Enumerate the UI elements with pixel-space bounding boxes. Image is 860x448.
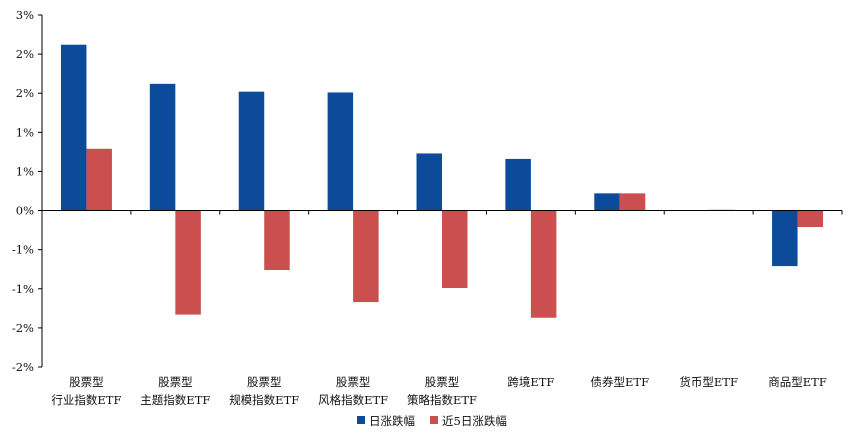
bar-five-day <box>86 148 112 211</box>
bar-daily <box>327 92 354 211</box>
y-tick-label: -2% <box>12 321 34 335</box>
x-category-label: 股票型 <box>336 375 371 389</box>
x-category-label: 股票型 <box>425 375 460 389</box>
x-category-label: 策略指数ETF <box>407 393 477 407</box>
y-tick-label: 2% <box>16 47 34 61</box>
bar-five-day <box>353 210 379 303</box>
bar-five-day <box>619 193 646 211</box>
y-tick-label: 1% <box>16 125 34 139</box>
y-tick-label: -1% <box>12 243 34 257</box>
y-tick-label: 2% <box>16 86 34 100</box>
bar-five-day <box>175 210 201 315</box>
bar-five-day <box>442 210 468 288</box>
legend-daily-swatch <box>357 416 365 424</box>
x-category-label: 股票型 <box>69 375 104 389</box>
x-category-label: 主题指数ETF <box>140 393 210 407</box>
bar-daily <box>149 83 176 211</box>
x-category-label: 债券型ETF <box>591 375 650 389</box>
x-category-label: 股票型 <box>158 375 193 389</box>
bar-daily <box>772 210 798 267</box>
x-category-label: 风格指数ETF <box>318 393 388 407</box>
y-tick-label: 0% <box>16 204 34 218</box>
bar-daily <box>594 193 620 211</box>
y-tick-label: -1% <box>12 282 34 296</box>
x-category-label: 规模指数ETF <box>229 393 299 407</box>
y-tick-label: 1% <box>16 164 34 178</box>
bar-daily <box>238 91 265 211</box>
bar-five-day <box>797 210 824 227</box>
y-tick-label: 3% <box>16 8 34 22</box>
bar-daily <box>60 44 87 211</box>
x-category-label: 货币型ETF <box>679 375 738 389</box>
x-category-label: 股票型 <box>247 375 282 389</box>
y-tick-label: -2% <box>12 360 34 374</box>
x-category-label: 商品型ETF <box>768 375 827 389</box>
bar-daily <box>505 158 531 211</box>
legend-five-day-label: 近5日涨跌幅 <box>442 414 507 428</box>
bar-five-day <box>264 210 290 271</box>
legend-daily-label: 日涨跌幅 <box>369 414 415 428</box>
bar-five-day <box>530 210 557 318</box>
x-category-label: 行业指数ETF <box>51 393 121 407</box>
x-category-label: 跨境ETF <box>507 375 554 389</box>
bar-daily <box>416 153 442 211</box>
legend-five-day-swatch <box>430 416 438 424</box>
